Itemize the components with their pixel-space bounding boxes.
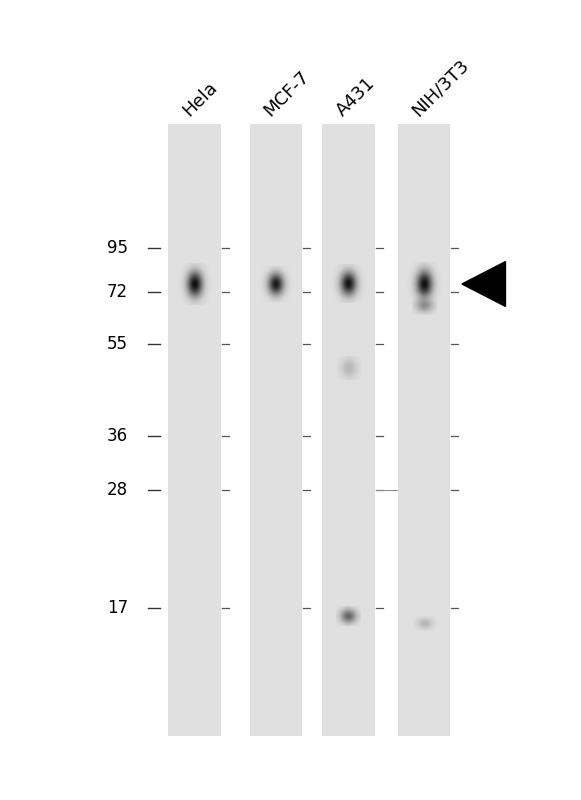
Text: 72: 72 <box>107 283 128 301</box>
Bar <box>250 124 302 736</box>
Polygon shape <box>462 262 505 306</box>
Text: 55: 55 <box>107 335 128 353</box>
Text: A431: A431 <box>333 74 379 120</box>
Text: 17: 17 <box>107 599 128 617</box>
Text: 28: 28 <box>107 482 128 499</box>
Text: 95: 95 <box>107 239 128 257</box>
Text: 36: 36 <box>107 427 128 445</box>
Text: Hela: Hela <box>179 78 221 120</box>
Bar <box>322 124 375 736</box>
Bar <box>168 124 221 736</box>
Bar <box>398 124 450 736</box>
Text: MCF-7: MCF-7 <box>260 67 313 120</box>
Text: NIH/3T3: NIH/3T3 <box>408 56 472 120</box>
